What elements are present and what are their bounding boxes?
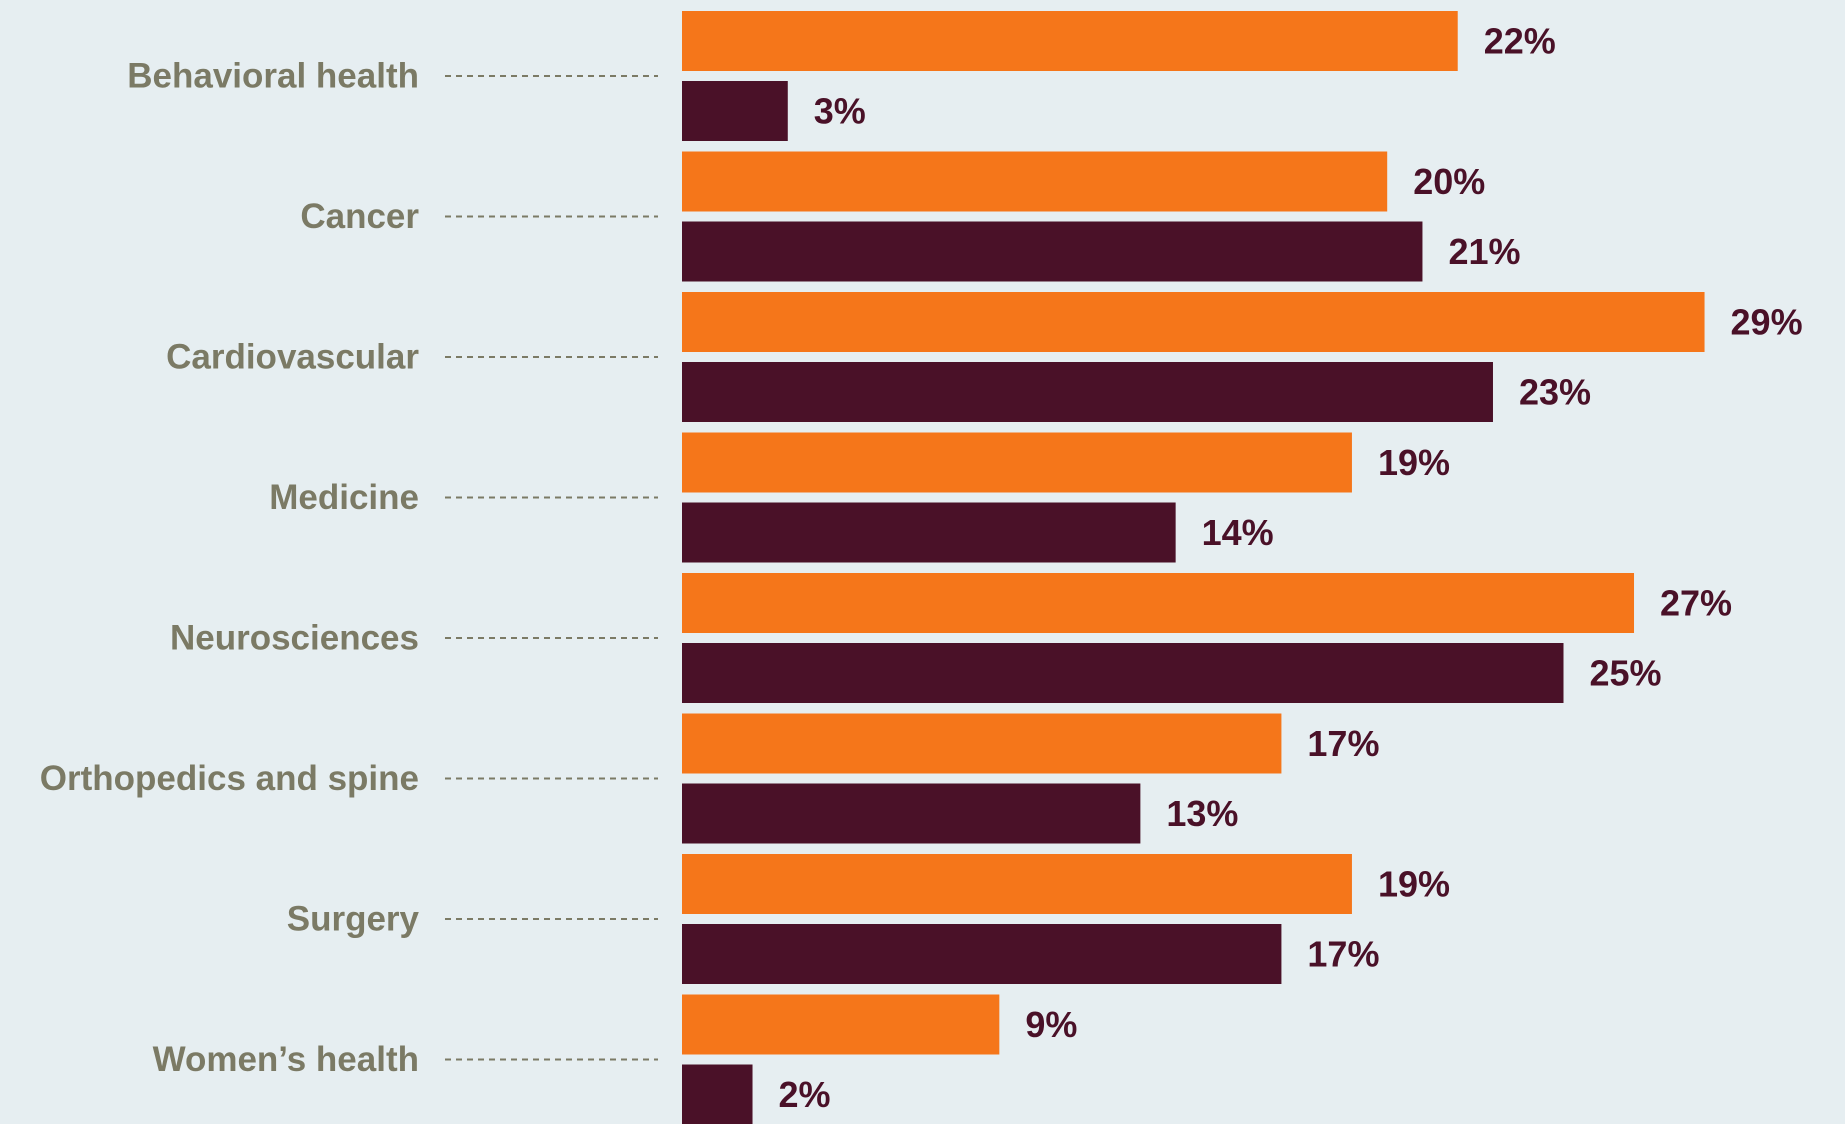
value-label: 27% — [1660, 583, 1732, 624]
category-label: Surgery — [287, 900, 420, 939]
value-label: 20% — [1413, 161, 1485, 202]
value-label: 19% — [1378, 442, 1450, 483]
bar — [682, 221, 1423, 282]
value-labels: 22% 3% 20% 21% 29% 23% 19% 14% 27% 25% 17% 13% 19% 17… — [779, 21, 1803, 1116]
category-label: Women’s health — [153, 1040, 419, 1079]
bar — [682, 1064, 753, 1124]
bar — [682, 432, 1352, 493]
bar — [682, 994, 1000, 1055]
value-label: 21% — [1448, 231, 1520, 272]
value-label: 22% — [1484, 21, 1556, 62]
value-label: 29% — [1731, 302, 1803, 343]
bar — [682, 362, 1493, 422]
value-label: 19% — [1378, 864, 1450, 905]
bar — [682, 292, 1705, 352]
value-label: 2% — [779, 1074, 831, 1115]
bar — [682, 573, 1635, 633]
category-label: Cancer — [300, 197, 419, 236]
value-label: 25% — [1590, 653, 1662, 694]
category-labels: Behavioral health Cancer Cardiovascular Med… — [40, 57, 658, 1079]
bar — [682, 11, 1458, 71]
bar — [682, 643, 1564, 703]
category-label: Orthopedics and spine — [40, 759, 419, 798]
value-label: 13% — [1166, 793, 1238, 834]
category-label: Cardiovascular — [166, 338, 419, 377]
value-label: 14% — [1202, 512, 1274, 553]
bars — [682, 11, 1705, 1124]
bar — [682, 783, 1141, 844]
value-label: 3% — [814, 91, 866, 132]
value-label: 9% — [1025, 1004, 1077, 1045]
bar — [682, 151, 1388, 212]
category-label: Neurosciences — [170, 619, 419, 658]
value-label: 23% — [1519, 372, 1591, 413]
value-label: 17% — [1307, 934, 1379, 975]
value-label: 17% — [1307, 723, 1379, 764]
bar — [682, 713, 1282, 774]
bar — [682, 924, 1282, 984]
bar — [682, 502, 1176, 563]
bar — [682, 854, 1352, 914]
bar — [682, 81, 788, 141]
category-label: Medicine — [269, 478, 419, 517]
category-label: Behavioral health — [127, 57, 419, 96]
